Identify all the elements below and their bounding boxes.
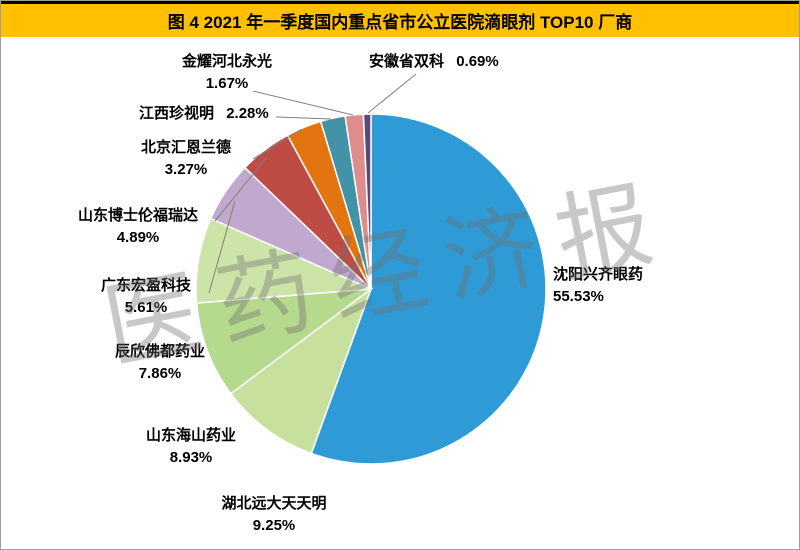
slice-label-beijing: 北京汇恩兰德 3.27% bbox=[121, 137, 251, 181]
slice-label-shenyang: 沈阳兴齐眼药 55.53% bbox=[553, 264, 683, 308]
pie-slice-2 bbox=[195, 288, 374, 395]
slice-pct: 1.67% bbox=[205, 75, 249, 92]
slice-name: 沈阳兴齐眼药 bbox=[553, 266, 644, 283]
slice-name: 江西珍视明 bbox=[139, 105, 215, 122]
slice-name: 安徽省双科 bbox=[369, 53, 445, 70]
slice-label-jiangxi: 江西珍视明 2.28% bbox=[139, 103, 269, 125]
slice-label-boshilun: 山东博士伦福瑞达 4.89% bbox=[59, 205, 217, 249]
slice-pct: 8.93% bbox=[169, 449, 213, 466]
slice-name: 山东海山药业 bbox=[145, 427, 236, 444]
figure-title: 图 4 2021 年一季度国内重点省市公立医院滴眼剂 TOP10 厂商 bbox=[167, 13, 633, 32]
leader-boshilun bbox=[214, 156, 268, 222]
pie-slice-9 bbox=[362, 113, 372, 290]
leader-jiangxi bbox=[275, 116, 332, 120]
leader-lines bbox=[208, 73, 417, 294]
slice-label-hubei: 湖北远大天天明 9.25% bbox=[199, 493, 349, 537]
slice-label-anhui: 安徽省双科 0.69% bbox=[369, 51, 499, 73]
slice-name: 金耀河北永光 bbox=[181, 53, 272, 70]
slice-name: 湖北远大天天明 bbox=[221, 495, 327, 512]
pie-slice-1 bbox=[229, 286, 373, 455]
slice-pct: 9.25% bbox=[252, 517, 296, 534]
leader-anhui bbox=[367, 73, 417, 114]
slice-pct: 55.53% bbox=[553, 288, 604, 305]
slice-pct: 3.27% bbox=[164, 161, 208, 178]
slice-label-jinyao: 金耀河北永光 1.67% bbox=[171, 51, 283, 95]
pie-slice-0 bbox=[310, 113, 547, 465]
slice-label-guangdong: 广东宏盈科技 5.61% bbox=[83, 275, 209, 319]
slice-pct: 2.28% bbox=[226, 105, 269, 122]
leader-jinyao bbox=[252, 90, 354, 116]
leader-beijing bbox=[252, 128, 303, 160]
figure-title-bar: 图 4 2021 年一季度国内重点省市公立医院滴眼剂 TOP10 厂商 bbox=[1, 1, 799, 37]
slice-label-haishan: 山东海山药业 8.93% bbox=[125, 425, 257, 469]
leader-guangdong bbox=[208, 200, 236, 294]
slice-name: 辰欣佛都药业 bbox=[114, 343, 205, 360]
slice-name: 山东博士伦福瑞达 bbox=[77, 207, 198, 224]
slice-name: 广东宏盈科技 bbox=[100, 277, 191, 294]
slice-pct: 4.89% bbox=[116, 229, 160, 246]
slice-pct: 0.69% bbox=[456, 53, 499, 70]
slice-pct: 5.61% bbox=[124, 299, 168, 316]
slice-pct: 7.86% bbox=[138, 365, 182, 382]
pie-slices bbox=[195, 113, 547, 465]
slice-label-chenxin: 辰欣佛都药业 7.86% bbox=[99, 341, 221, 385]
slice-name: 北京汇恩兰德 bbox=[140, 139, 231, 156]
